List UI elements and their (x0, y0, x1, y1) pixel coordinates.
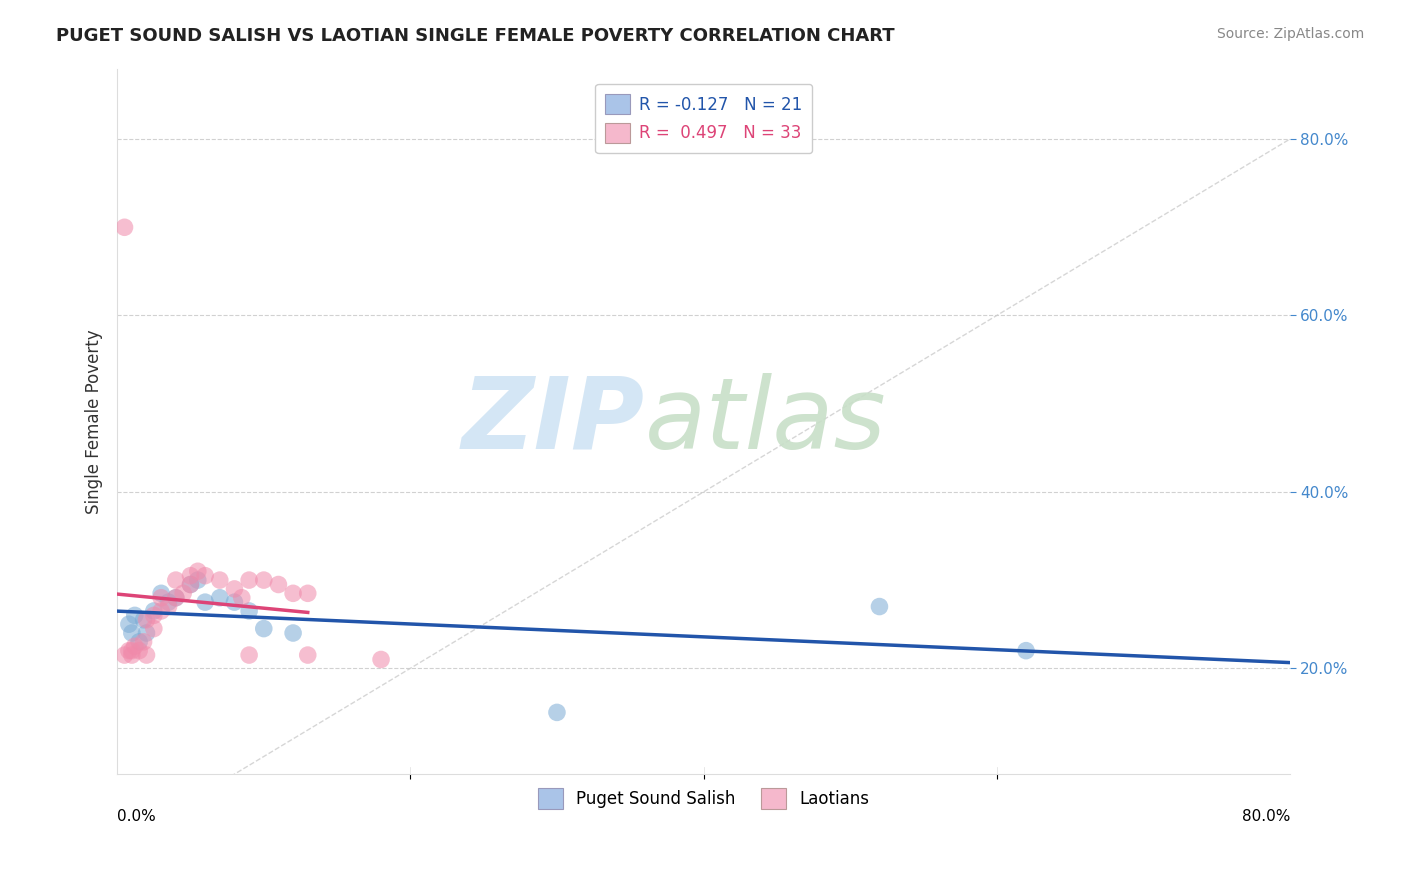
Text: ZIP: ZIP (463, 373, 645, 470)
Point (121, 643, 143, 657)
Point (224, 582, 246, 596)
Point (135, 626, 157, 640)
Point (208, 573, 231, 587)
Point (165, 573, 187, 587)
Point (172, 586, 194, 600)
Point (179, 568, 201, 582)
Point (370, 652, 392, 666)
Point (194, 568, 217, 582)
Point (281, 626, 304, 640)
Point (118, 617, 141, 632)
Point (142, 604, 165, 618)
Point (224, 595, 246, 609)
Point (238, 604, 260, 618)
Point (179, 577, 201, 591)
Point (150, 591, 173, 605)
Point (157, 599, 180, 614)
Point (165, 591, 187, 605)
Point (238, 648, 260, 662)
Point (281, 586, 304, 600)
Point (231, 591, 253, 605)
Point (208, 591, 231, 605)
Text: atlas: atlas (645, 373, 887, 470)
Point (135, 648, 157, 662)
Point (253, 573, 276, 587)
Point (128, 635, 150, 649)
Point (132, 635, 155, 649)
Point (124, 639, 146, 653)
Point (297, 648, 319, 662)
Point (150, 586, 173, 600)
Point (114, 220, 136, 235)
Point (267, 577, 290, 591)
Point (142, 622, 165, 636)
Point (869, 599, 891, 614)
Text: 0.0%: 0.0% (117, 809, 156, 824)
Text: Source: ZipAtlas.com: Source: ZipAtlas.com (1216, 27, 1364, 41)
Point (135, 613, 157, 627)
Point (546, 706, 568, 720)
Point (150, 604, 173, 618)
Point (157, 595, 180, 609)
Text: PUGET SOUND SALISH VS LAOTIAN SINGLE FEMALE POVERTY CORRELATION CHART: PUGET SOUND SALISH VS LAOTIAN SINGLE FEM… (56, 27, 894, 45)
Point (165, 591, 187, 605)
Point (132, 613, 155, 627)
Point (194, 595, 217, 609)
Point (297, 586, 319, 600)
Point (1015, 643, 1038, 657)
Point (128, 643, 150, 657)
Point (187, 573, 209, 587)
Point (124, 608, 146, 623)
Text: 80.0%: 80.0% (1241, 809, 1289, 824)
Point (187, 564, 209, 578)
Legend: Puget Sound Salish, Laotians: Puget Sound Salish, Laotians (531, 781, 876, 815)
Point (114, 648, 136, 662)
Point (238, 573, 260, 587)
Point (253, 622, 276, 636)
Point (121, 648, 143, 662)
Y-axis label: Single Female Poverty: Single Female Poverty (86, 329, 103, 514)
Point (118, 643, 141, 657)
Point (179, 577, 201, 591)
Point (142, 608, 165, 623)
Point (121, 626, 143, 640)
